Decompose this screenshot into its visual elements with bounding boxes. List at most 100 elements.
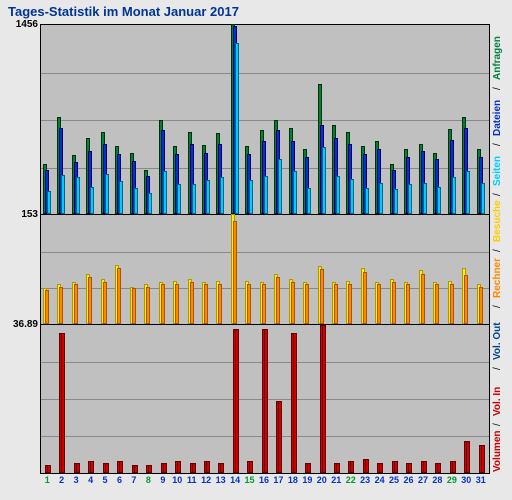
bar-rechner (392, 282, 396, 324)
bar-rechner (479, 287, 483, 324)
bar-rechner (377, 284, 381, 324)
bar-rechner (291, 282, 295, 324)
bar-rechner (348, 284, 352, 324)
x-axis-label: 20 (315, 475, 329, 485)
bar-rechner (218, 284, 222, 324)
bar-rechner (146, 287, 150, 324)
legend-separator: / (492, 305, 503, 308)
x-axis-label: 12 (199, 475, 213, 485)
y-axis-label: 36.89 (2, 319, 38, 330)
bar-rechner (161, 284, 165, 324)
legend-separator: / (492, 249, 503, 252)
x-axis-label: 6 (112, 475, 126, 485)
bar-seiten (336, 176, 340, 214)
bar-volumen (134, 465, 138, 473)
bar-seiten (322, 147, 326, 214)
x-axis-label: 30 (459, 475, 473, 485)
x-axis-label: 9 (156, 475, 170, 485)
x-axis-label: 28 (430, 475, 444, 485)
legend-separator: / (492, 87, 503, 90)
bar-volumen (293, 333, 297, 473)
bar-volumen (249, 461, 253, 473)
bar-seiten (437, 187, 441, 214)
legend-item: Volumen (492, 431, 503, 472)
bar-volumen (163, 463, 167, 473)
bar-rechner (132, 288, 136, 324)
bar-rechner (334, 284, 338, 324)
bar-seiten (163, 171, 167, 214)
bar-volumen (47, 465, 51, 473)
bar-seiten (47, 191, 51, 214)
legend-item: Vol. Out (492, 322, 503, 360)
x-axis-label: 7 (127, 475, 141, 485)
x-axis-label: 24 (373, 475, 387, 485)
bar-rechner (59, 287, 63, 324)
bar-rechner (117, 268, 121, 324)
panel-mid (41, 215, 489, 325)
legend-separator: / (492, 193, 503, 196)
bar-volumen (76, 463, 80, 473)
bar-rechner (204, 284, 208, 324)
bar-seiten (134, 188, 138, 214)
bar-seiten (61, 175, 65, 214)
x-axis-label: 19 (300, 475, 314, 485)
bar-volumen (437, 463, 441, 473)
x-axis-label: 11 (185, 475, 199, 485)
bar-rechner (175, 284, 179, 324)
legend-item: Seiten (492, 156, 503, 186)
bar-seiten (264, 176, 268, 214)
x-axis-label: 4 (84, 475, 98, 485)
bar-volumen (408, 463, 412, 473)
bar-seiten (105, 174, 109, 214)
x-axis-label: 18 (286, 475, 300, 485)
bar-seiten (307, 188, 311, 214)
bar-volumen (379, 463, 383, 473)
bar-volumen (394, 461, 398, 473)
x-axis-label: 10 (170, 475, 184, 485)
bar-seiten (481, 183, 485, 214)
x-axis-label: 31 (474, 475, 488, 485)
bar-seiten (220, 177, 224, 214)
y-axis-label: 1456 (2, 19, 38, 30)
bar-seiten (350, 179, 354, 214)
bar-rechner (435, 284, 439, 324)
x-axis-label: 13 (214, 475, 228, 485)
legend-item: Anfragen (492, 36, 503, 80)
bar-seiten (249, 180, 253, 214)
x-axis-label: 25 (387, 475, 401, 485)
bar-rechner (45, 290, 49, 325)
bar-volumen (206, 461, 210, 473)
bar-rechner (88, 277, 92, 324)
x-axis-label: 1 (40, 475, 54, 485)
bar-seiten (177, 184, 181, 214)
x-axis-label: 5 (98, 475, 112, 485)
bar-volumen (466, 441, 470, 473)
bar-rechner (406, 284, 410, 324)
bar-volumen (322, 325, 326, 473)
bar-volumen (177, 461, 181, 473)
bar-seiten (365, 188, 369, 214)
x-axis-label: 29 (445, 475, 459, 485)
x-axis-label: 21 (329, 475, 343, 485)
bar-rechner (190, 282, 194, 324)
legend: Volumen/Vol. In/Vol. Out/Rechner/Besuche… (492, 24, 506, 472)
bar-volumen (307, 463, 311, 473)
bar-seiten (394, 189, 398, 214)
bar-volumen (235, 329, 239, 473)
x-axis-label: 27 (416, 475, 430, 485)
bar-rechner (103, 282, 107, 324)
bar-volumen (350, 461, 354, 473)
bar-rechner (247, 284, 251, 324)
legend-item: Dateien (492, 100, 503, 136)
bar-volumen (119, 461, 123, 473)
bar-rechner (276, 277, 280, 324)
bar-volumen (452, 461, 456, 473)
panel-bot (41, 325, 489, 473)
bar-seiten (206, 180, 210, 214)
bar-seiten (278, 159, 282, 214)
y-axis-label: 153 (2, 209, 38, 220)
bar-rechner (450, 284, 454, 324)
bar-seiten (408, 184, 412, 214)
bar-rechner (421, 274, 425, 324)
legend-item: Rechner (492, 258, 503, 298)
